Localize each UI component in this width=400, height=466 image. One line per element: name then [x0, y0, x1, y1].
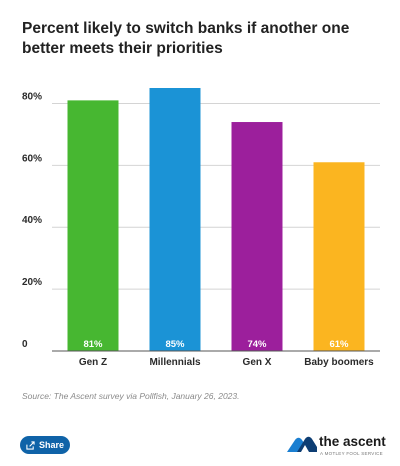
- bar: [231, 122, 283, 351]
- data-label: 85%: [165, 339, 185, 350]
- x-tick-label: Millennials: [149, 357, 201, 368]
- y-tick-label: 80%: [22, 91, 42, 102]
- y-tick-label: 60%: [22, 153, 42, 164]
- y-tick-label: 20%: [22, 277, 42, 288]
- share-button[interactable]: Share: [20, 436, 70, 454]
- share-label: Share: [38, 440, 64, 450]
- share-icon: [26, 440, 35, 450]
- brand-logo[interactable]: the ascent A MOTLEY FOOL SERVICE: [287, 431, 386, 459]
- brand-name: the ascent: [319, 434, 386, 449]
- chart-title: Percent likely to switch banks if anothe…: [22, 20, 350, 57]
- x-tick-label: Baby boomers: [304, 357, 374, 368]
- bar-chart: 0 20% 40% 60% 80% 81% Gen Z 85% Millennials 74% Ge…: [22, 88, 380, 368]
- bar: [67, 100, 119, 352]
- bar: [149, 88, 201, 351]
- y-tick-label: 40%: [22, 215, 42, 226]
- source-note: Source: The Ascent survey via Pollfish, …: [22, 391, 240, 401]
- data-label: 61%: [329, 339, 349, 350]
- data-label: 74%: [247, 339, 267, 350]
- brand-tagline: A MOTLEY FOOL SERVICE: [320, 451, 383, 456]
- bar: [313, 162, 365, 351]
- y-tick-label: 0: [22, 339, 28, 350]
- x-tick-label: Gen X: [243, 357, 272, 368]
- x-tick-label: Gen Z: [79, 357, 107, 368]
- ascent-logo-icon: [287, 436, 317, 452]
- data-label: 81%: [83, 339, 103, 350]
